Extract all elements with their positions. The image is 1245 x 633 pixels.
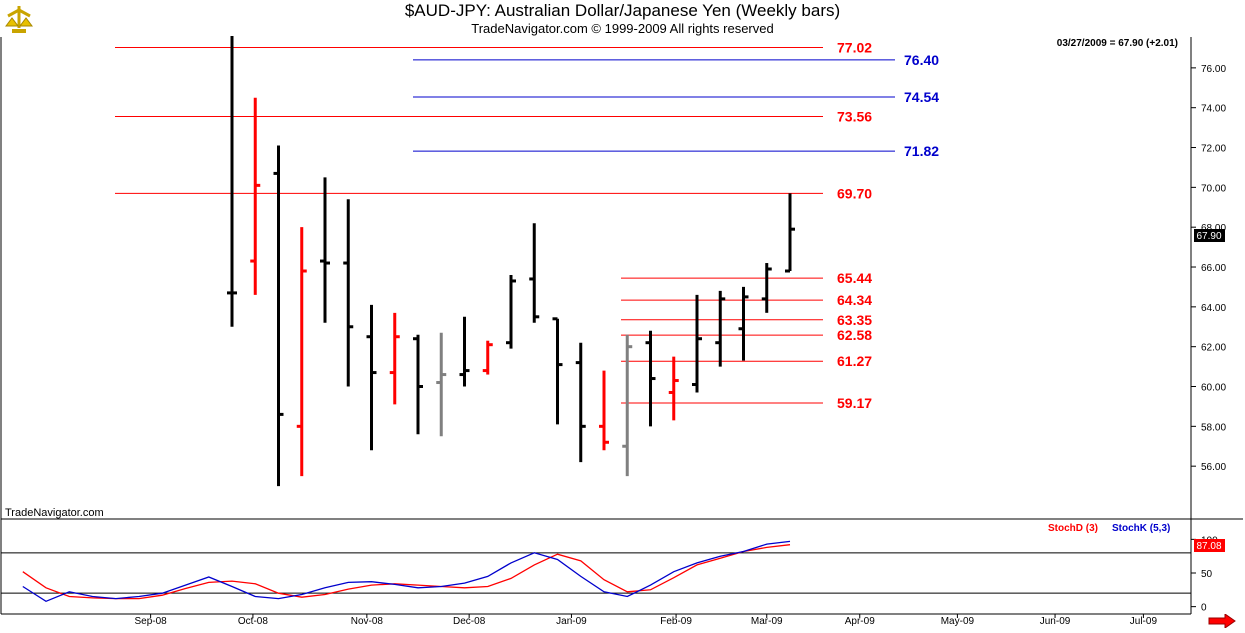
price-tick-label: 58.00: [1201, 422, 1226, 433]
ohlc-bar: [668, 356, 679, 421]
stoch-series-line: [22, 540, 791, 603]
price-tick-label: 70.00: [1201, 183, 1226, 194]
price-tick-label: 64.00: [1201, 303, 1226, 314]
ohlc-bar: [436, 332, 447, 437]
ohlc-bar: [575, 342, 586, 463]
stoch-value-label: 87.08: [1196, 541, 1221, 552]
ohlc-bar: [785, 193, 795, 273]
date-tick-label: Dec-08: [453, 616, 486, 627]
price-level-label: 74.54: [904, 89, 939, 105]
stochastic-panel: 100500: [0, 519, 1218, 615]
ohlc-bar: [506, 274, 516, 349]
ohlc-bar: [296, 227, 307, 477]
ohlc-bar: [529, 223, 540, 323]
price-axis: 56.00 58.00 60.00 62.00 64.00 66.00 68.00 70.00…: [1191, 64, 1226, 473]
price-tick-label: 56.00: [1201, 462, 1226, 473]
date-tick-label: Apr-09: [845, 616, 875, 627]
date-tick-label: Jun-09: [1040, 616, 1071, 627]
stochastic-reference-lines: [1, 552, 1191, 594]
date-tick-label: Sep-08: [135, 616, 168, 627]
stoch-series-line: [22, 544, 791, 600]
price-level-label: 63.35: [837, 312, 872, 328]
date-axis: Sep-08 Oct-08 Nov-08 Dec-08 Jan-09 Feb-09 Mar-…: [135, 614, 1158, 627]
ohlc-bar: [482, 340, 493, 375]
ohlc-bar: [692, 294, 702, 393]
ohlc-bar: [599, 370, 609, 451]
chart-title: $AUD-JPY: Australian Dollar/Japanese Yen…: [404, 1, 841, 20]
stoch-value-tag: 87.08: [1194, 539, 1225, 552]
price-tick-label: 60.00: [1201, 383, 1226, 394]
stoch-tick-label: 50: [1201, 569, 1213, 580]
price-level-label: 61.27: [837, 353, 872, 369]
price-level-label: 76.40: [904, 52, 939, 68]
watermark: TradeNavigator.com: [5, 507, 104, 519]
price-readout: 03/27/2009 = 67.90 (+2.01): [1057, 38, 1178, 49]
ohlc-bar: [761, 263, 772, 313]
stochastic-lines: [22, 540, 791, 603]
date-tick-label: Oct-08: [238, 616, 268, 627]
ohlc-bar: [389, 312, 400, 405]
ohlc-bar: [273, 145, 284, 487]
date-tick-label: May-09: [941, 616, 975, 627]
ohlc-bar: [250, 97, 261, 295]
price-level-label: 69.70: [837, 185, 872, 201]
price-level-label: 77.02: [837, 40, 872, 56]
date-tick-label: Feb-09: [660, 616, 692, 627]
ohlc-bar: [552, 317, 563, 425]
ohlc-bar: [227, 36, 237, 327]
ohlc-bars: [227, 36, 795, 487]
date-tick-label: Jan-09: [556, 616, 587, 627]
price-level-label: 64.34: [837, 292, 872, 308]
ohlc-bar: [366, 304, 377, 451]
price-tick-label: 62.00: [1201, 343, 1226, 354]
price-tick-label: 68.00: [1201, 223, 1226, 234]
ohlc-bar: [715, 290, 726, 367]
price-tick-label: 74.00: [1201, 104, 1226, 115]
scroll-right-arrow-icon[interactable]: [1208, 613, 1236, 629]
chart-header: $AUD-JPY: Australian Dollar/Japanese Yen…: [0, 0, 1245, 36]
date-tick-label: Mar-09: [751, 616, 783, 627]
price-tick-label: 66.00: [1201, 263, 1226, 274]
date-tick-label: Jul-09: [1130, 616, 1158, 627]
ohlc-bar: [459, 316, 470, 387]
ohlc-bar: [413, 334, 423, 435]
ohlc-bar: [320, 177, 330, 323]
ohlc-bar: [738, 286, 749, 361]
ohlc-bar: [343, 199, 354, 387]
ohlc-bar: [622, 334, 633, 477]
legend-stochd: StochD (3): [1048, 523, 1098, 534]
price-level-label: 59.17: [837, 395, 872, 411]
last-price-label: 67.90: [1196, 231, 1221, 242]
price-level-label: 62.58: [837, 327, 872, 343]
trade-navigator-logo-icon: [2, 2, 36, 36]
price-level-label: 65.44: [837, 270, 872, 286]
price-level-label: 71.82: [904, 143, 939, 159]
date-tick-label: Nov-08: [351, 616, 384, 627]
price-panel: 77.02 76.40 74.54 73.56 71.82 69.70 65.44 64.34…: [0, 36, 1243, 614]
stoch-tick-label: 0: [1201, 603, 1207, 614]
price-tick-label: 72.00: [1201, 144, 1226, 155]
ohlc-bar: [645, 330, 656, 427]
price-tick-label: 76.00: [1201, 64, 1226, 75]
last-price-tag: 67.90: [1194, 229, 1225, 242]
chart-subtitle: TradeNavigator.com © 1999-2009 All right…: [471, 21, 774, 36]
legend-stochk: StochK (5,3): [1112, 523, 1170, 534]
price-level-label: 73.56: [837, 108, 872, 124]
